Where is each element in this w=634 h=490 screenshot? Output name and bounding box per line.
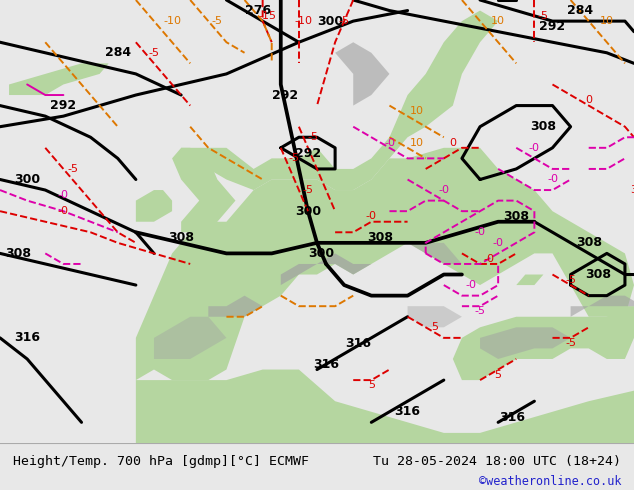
Text: -5: -5 bbox=[339, 16, 350, 26]
Text: -0: -0 bbox=[438, 185, 450, 195]
Polygon shape bbox=[9, 63, 108, 95]
Text: 10: 10 bbox=[491, 16, 505, 26]
Polygon shape bbox=[389, 243, 462, 264]
Text: 300: 300 bbox=[295, 205, 321, 218]
Text: -5: -5 bbox=[148, 48, 160, 58]
Text: 308: 308 bbox=[585, 268, 611, 281]
Text: 308: 308 bbox=[5, 247, 31, 260]
Text: 5: 5 bbox=[431, 322, 438, 332]
Text: -0: -0 bbox=[529, 143, 540, 153]
Text: -5: -5 bbox=[307, 132, 318, 142]
Text: 308: 308 bbox=[168, 231, 194, 244]
Text: 292: 292 bbox=[50, 99, 77, 112]
Polygon shape bbox=[154, 317, 226, 359]
Polygon shape bbox=[571, 306, 634, 338]
Text: -5: -5 bbox=[565, 275, 576, 285]
Polygon shape bbox=[136, 369, 634, 443]
Text: -0: -0 bbox=[493, 238, 503, 248]
Text: 316: 316 bbox=[345, 337, 371, 350]
Text: 0: 0 bbox=[585, 95, 592, 105]
Text: 284: 284 bbox=[105, 46, 131, 59]
Text: -5: -5 bbox=[538, 11, 549, 21]
Text: 276: 276 bbox=[245, 4, 271, 17]
Polygon shape bbox=[335, 42, 389, 105]
Text: -0: -0 bbox=[58, 190, 69, 200]
Text: -0: -0 bbox=[366, 212, 377, 221]
Text: 10: 10 bbox=[410, 138, 424, 147]
Polygon shape bbox=[281, 253, 372, 285]
Text: -10: -10 bbox=[294, 16, 313, 26]
Polygon shape bbox=[571, 295, 634, 317]
Text: -0: -0 bbox=[484, 254, 495, 264]
Text: 308: 308 bbox=[367, 231, 394, 244]
Text: 0: 0 bbox=[450, 138, 456, 147]
Text: 300: 300 bbox=[318, 15, 344, 27]
Text: 292: 292 bbox=[540, 20, 566, 33]
Text: -10: -10 bbox=[163, 16, 181, 26]
Text: -5: -5 bbox=[474, 306, 486, 317]
Text: 300: 300 bbox=[14, 173, 40, 186]
Text: 316: 316 bbox=[313, 358, 339, 371]
Text: -5: -5 bbox=[67, 164, 78, 174]
Text: 300: 300 bbox=[309, 247, 335, 260]
Text: 10: 10 bbox=[600, 16, 614, 26]
Text: 3: 3 bbox=[630, 185, 634, 195]
Text: 292: 292 bbox=[272, 89, 299, 101]
Text: 316: 316 bbox=[394, 405, 420, 418]
Text: 284: 284 bbox=[567, 4, 593, 17]
Text: -15: -15 bbox=[258, 11, 276, 21]
Text: -0: -0 bbox=[465, 280, 477, 290]
Polygon shape bbox=[408, 306, 462, 327]
Polygon shape bbox=[453, 317, 634, 380]
Text: -5: -5 bbox=[565, 338, 576, 348]
Polygon shape bbox=[209, 295, 262, 317]
Text: 316: 316 bbox=[499, 411, 525, 423]
Polygon shape bbox=[136, 148, 634, 380]
Text: 308: 308 bbox=[576, 236, 602, 249]
Text: -0: -0 bbox=[547, 174, 558, 185]
Text: -5: -5 bbox=[212, 16, 223, 26]
Text: 10: 10 bbox=[410, 106, 424, 116]
Polygon shape bbox=[181, 11, 498, 190]
Text: -0: -0 bbox=[384, 138, 395, 147]
Text: -5: -5 bbox=[289, 153, 300, 163]
Text: -0: -0 bbox=[58, 206, 69, 216]
Text: ©weatheronline.co.uk: ©weatheronline.co.uk bbox=[479, 475, 621, 488]
Polygon shape bbox=[172, 148, 235, 232]
Text: Tu 28-05-2024 18:00 UTC (18+24): Tu 28-05-2024 18:00 UTC (18+24) bbox=[373, 455, 621, 467]
Text: 308: 308 bbox=[503, 210, 529, 223]
Polygon shape bbox=[516, 274, 543, 285]
Text: 292: 292 bbox=[295, 147, 321, 160]
Text: 5: 5 bbox=[368, 380, 375, 391]
Text: -5: -5 bbox=[302, 185, 313, 195]
Text: -0: -0 bbox=[474, 227, 486, 237]
Text: 5: 5 bbox=[495, 370, 501, 380]
Text: 308: 308 bbox=[531, 120, 557, 133]
Polygon shape bbox=[136, 190, 172, 221]
Text: Height/Temp. 700 hPa [gdmp][°C] ECMWF: Height/Temp. 700 hPa [gdmp][°C] ECMWF bbox=[13, 455, 309, 467]
Text: 316: 316 bbox=[14, 331, 40, 344]
Polygon shape bbox=[480, 327, 571, 359]
